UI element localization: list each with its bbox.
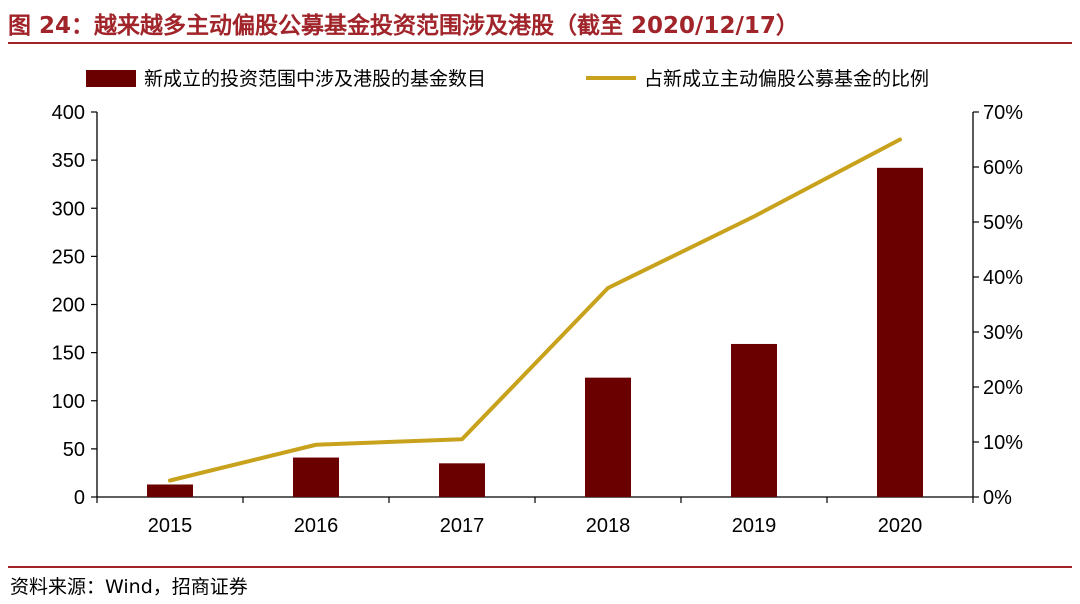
figure-title: 图 24：越来越多主动偏股公募基金投资范围涉及港股（截至 2020/12/17） bbox=[8, 13, 799, 39]
footer-rule bbox=[8, 566, 1072, 568]
right-tick-label: 0% bbox=[983, 487, 1012, 509]
source-note: 资料来源：Wind，招商证券 bbox=[10, 576, 248, 598]
x-tick-label: 2019 bbox=[732, 515, 777, 537]
right-tick-label: 10% bbox=[983, 432, 1023, 454]
right-tick-label: 30% bbox=[983, 322, 1023, 344]
left-tick-label: 250 bbox=[52, 246, 85, 268]
bar-2019 bbox=[731, 343, 777, 497]
left-tick-label: 350 bbox=[52, 150, 85, 172]
legend-label-bar: 新成立的投资范围中涉及港股的基金数目 bbox=[144, 68, 486, 90]
line-series bbox=[168, 137, 902, 483]
x-tick-label: 2017 bbox=[440, 515, 485, 537]
legend: 新成立的投资范围中涉及港股的基金数目 占新成立主动偏股公募基金的比例 bbox=[86, 68, 929, 90]
combo-chart: 新成立的投资范围中涉及港股的基金数目 占新成立主动偏股公募基金的比例 0 50 10… bbox=[52, 68, 1024, 537]
x-tick-label: 2020 bbox=[878, 515, 923, 537]
bar-2017 bbox=[439, 463, 485, 497]
right-tick-label: 70% bbox=[983, 102, 1023, 124]
bar-series bbox=[147, 167, 923, 497]
ratio-line bbox=[168, 137, 902, 483]
legend-label-line: 占新成立主动偏股公募基金的比例 bbox=[644, 68, 929, 90]
x-tick-label: 2015 bbox=[148, 515, 193, 537]
left-tick-label: 150 bbox=[52, 343, 85, 365]
left-tick-label: 100 bbox=[52, 391, 85, 413]
right-tick-label: 40% bbox=[983, 267, 1023, 289]
right-tick-label: 50% bbox=[983, 212, 1023, 234]
left-tick-label: 400 bbox=[52, 102, 85, 124]
left-tick-label: 300 bbox=[52, 198, 85, 220]
bar-2018 bbox=[585, 377, 631, 497]
bar-2015 bbox=[147, 484, 193, 497]
axes: 0 50 100 150 200 250 300 350 400 0% 10% 20% 30% 40% 50… bbox=[52, 102, 1024, 537]
right-tick-label: 20% bbox=[983, 377, 1023, 399]
right-tick-label: 60% bbox=[983, 157, 1023, 179]
left-tick-label: 200 bbox=[52, 295, 85, 317]
bar-2016 bbox=[293, 457, 339, 497]
left-tick-label: 0 bbox=[74, 487, 85, 509]
x-tick-label: 2016 bbox=[294, 515, 339, 537]
x-tick-label: 2018 bbox=[586, 515, 631, 537]
left-tick-label: 50 bbox=[63, 439, 85, 461]
title-rule bbox=[8, 42, 1072, 44]
bar-2020 bbox=[877, 167, 923, 497]
legend-swatch-bar bbox=[86, 70, 136, 87]
